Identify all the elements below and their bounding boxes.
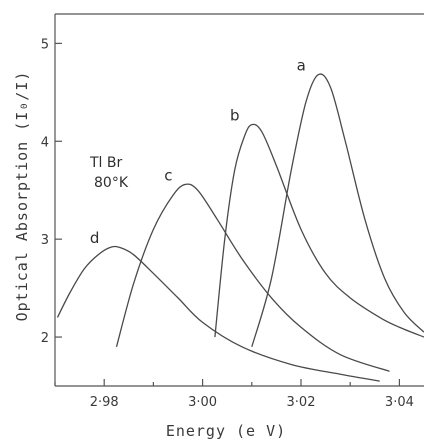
curve-label-group: a b c d	[90, 57, 306, 247]
y-tick-label: 5	[41, 37, 49, 52]
curve-a	[251, 73, 424, 348]
y-tick-label: 3	[41, 233, 49, 248]
annotation-material: Tl Br	[89, 155, 122, 171]
x-axis-title: Energy (e V)	[166, 422, 286, 440]
tick-group: 2·98 3·00 3·02 3·04 2 3 4 5	[41, 37, 414, 410]
curve-label-b: b	[230, 107, 240, 125]
annotation-temperature: 80°K	[94, 175, 129, 191]
curve-c	[115, 183, 390, 372]
curve-group	[56, 73, 424, 382]
x-tick-label: 3·00	[188, 395, 217, 410]
y-axis-title: Optical Absorption (I₀/I)	[13, 71, 31, 322]
curve-label-d: d	[90, 229, 100, 247]
y-tick-label: 4	[41, 135, 49, 150]
curve-label-a: a	[297, 57, 306, 75]
curve-b	[214, 123, 424, 338]
y-tick-label: 2	[41, 331, 49, 346]
plot-frame	[54, 13, 424, 387]
curve-label-c: c	[164, 166, 172, 184]
x-tick-label: 3·04	[385, 395, 414, 410]
x-tick-label: 2·98	[90, 395, 119, 410]
curve-d	[56, 245, 380, 382]
x-tick-label: 3·02	[287, 395, 316, 410]
